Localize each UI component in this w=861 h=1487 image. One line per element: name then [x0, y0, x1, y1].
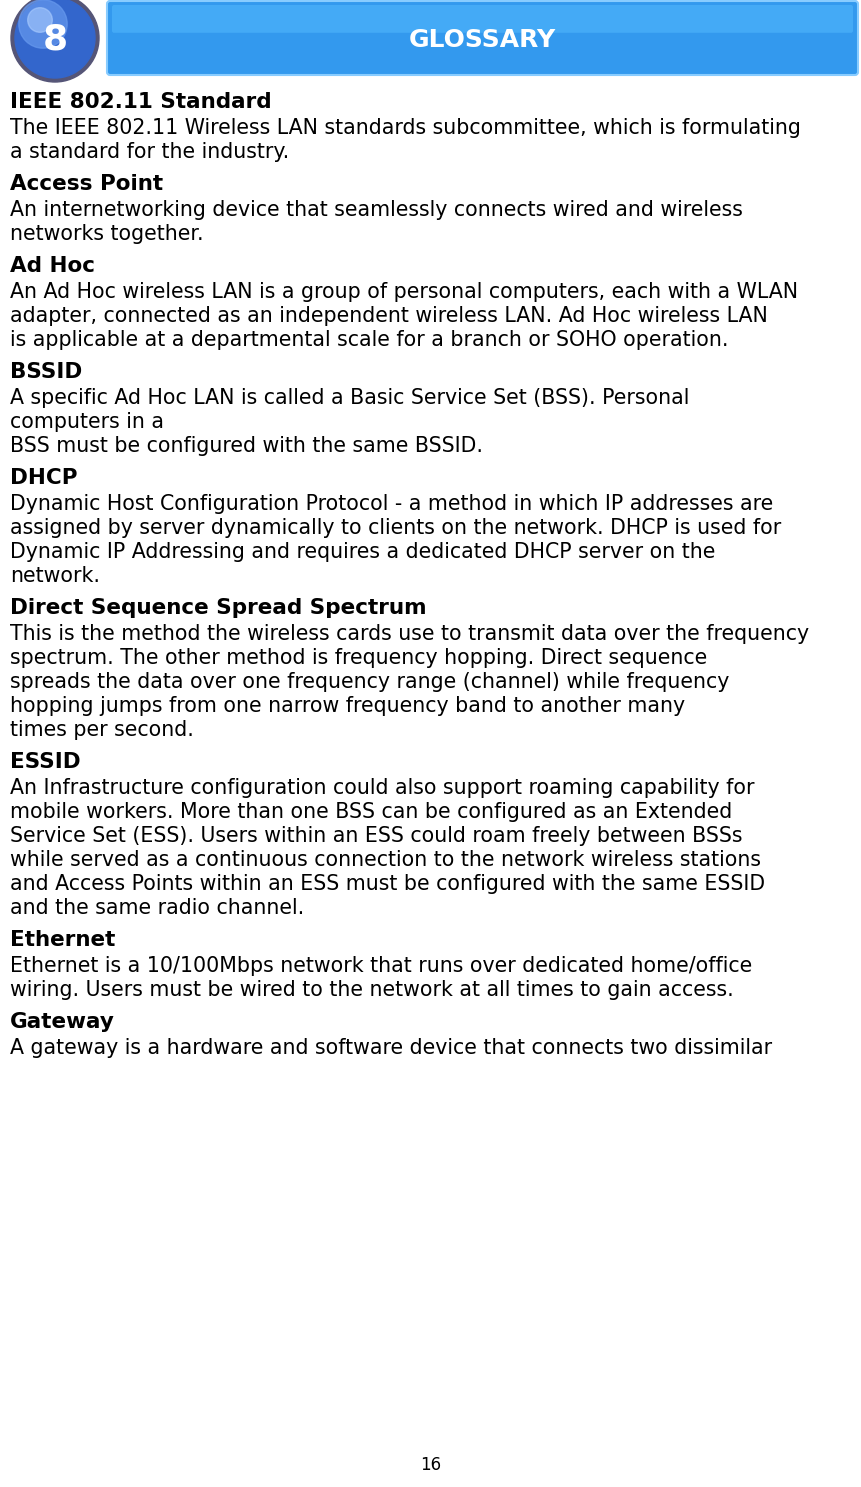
Text: hopping jumps from one narrow frequency band to another many: hopping jumps from one narrow frequency … — [10, 696, 684, 717]
Text: Ethernet is a 10/100Mbps network that runs over dedicated home/office: Ethernet is a 10/100Mbps network that ru… — [10, 956, 752, 975]
Text: An Ad Hoc wireless LAN is a group of personal computers, each with a WLAN: An Ad Hoc wireless LAN is a group of per… — [10, 283, 797, 302]
Text: adapter, connected as an independent wireless LAN. Ad Hoc wireless LAN: adapter, connected as an independent wir… — [10, 306, 767, 326]
Text: The IEEE 802.11 Wireless LAN standards subcommittee, which is formulating: The IEEE 802.11 Wireless LAN standards s… — [10, 117, 800, 138]
Text: This is the method the wireless cards use to transmit data over the frequency: This is the method the wireless cards us… — [10, 625, 808, 644]
Text: BSSID: BSSID — [10, 361, 82, 382]
Text: Dynamic IP Addressing and requires a dedicated DHCP server on the: Dynamic IP Addressing and requires a ded… — [10, 541, 715, 562]
Text: Access Point: Access Point — [10, 174, 163, 193]
Circle shape — [19, 0, 67, 48]
Text: An Infrastructure configuration could also support roaming capability for: An Infrastructure configuration could al… — [10, 778, 753, 799]
Text: spreads the data over one frequency range (channel) while frequency: spreads the data over one frequency rang… — [10, 672, 728, 691]
Text: and Access Points within an ESS must be configured with the same ESSID: and Access Points within an ESS must be … — [10, 874, 765, 894]
Text: BSS must be configured with the same BSSID.: BSS must be configured with the same BSS… — [10, 436, 482, 457]
Text: a standard for the industry.: a standard for the industry. — [10, 141, 289, 162]
Text: Gateway: Gateway — [10, 1013, 115, 1032]
Text: 16: 16 — [420, 1456, 441, 1474]
Text: Service Set (ESS). Users within an ESS could roam freely between BSSs: Service Set (ESS). Users within an ESS c… — [10, 825, 741, 846]
Text: An internetworking device that seamlessly connects wired and wireless: An internetworking device that seamlessl… — [10, 199, 742, 220]
Text: GLOSSARY: GLOSSARY — [408, 28, 555, 52]
Circle shape — [11, 0, 99, 82]
Text: 8: 8 — [42, 22, 67, 57]
Text: is applicable at a departmental scale for a branch or SOHO operation.: is applicable at a departmental scale fo… — [10, 330, 728, 349]
Circle shape — [15, 0, 95, 77]
Text: A gateway is a hardware and software device that connects two dissimilar: A gateway is a hardware and software dev… — [10, 1038, 771, 1057]
Text: times per second.: times per second. — [10, 720, 194, 741]
Text: DHCP: DHCP — [10, 468, 77, 488]
Text: networks together.: networks together. — [10, 225, 203, 244]
Text: spectrum. The other method is frequency hopping. Direct sequence: spectrum. The other method is frequency … — [10, 648, 706, 668]
FancyBboxPatch shape — [112, 4, 852, 33]
Text: computers in a: computers in a — [10, 412, 164, 433]
Text: assigned by server dynamically to clients on the network. DHCP is used for: assigned by server dynamically to client… — [10, 517, 780, 538]
Text: and the same radio channel.: and the same radio channel. — [10, 898, 304, 917]
FancyBboxPatch shape — [107, 1, 857, 74]
Circle shape — [28, 7, 53, 33]
Text: A specific Ad Hoc LAN is called a Basic Service Set (BSS). Personal: A specific Ad Hoc LAN is called a Basic … — [10, 388, 689, 407]
Text: wiring. Users must be wired to the network at all times to gain access.: wiring. Users must be wired to the netwo… — [10, 980, 733, 999]
Text: ESSID: ESSID — [10, 752, 81, 772]
Text: IEEE 802.11 Standard: IEEE 802.11 Standard — [10, 92, 271, 112]
Text: mobile workers. More than one BSS can be configured as an Extended: mobile workers. More than one BSS can be… — [10, 801, 731, 822]
Text: network.: network. — [10, 567, 100, 586]
Text: Ad Hoc: Ad Hoc — [10, 256, 95, 277]
Text: Direct Sequence Spread Spectrum: Direct Sequence Spread Spectrum — [10, 598, 426, 619]
Text: while served as a continuous connection to the network wireless stations: while served as a continuous connection … — [10, 851, 760, 870]
Text: Ethernet: Ethernet — [10, 929, 115, 950]
Text: Dynamic Host Configuration Protocol - a method in which IP addresses are: Dynamic Host Configuration Protocol - a … — [10, 494, 772, 515]
